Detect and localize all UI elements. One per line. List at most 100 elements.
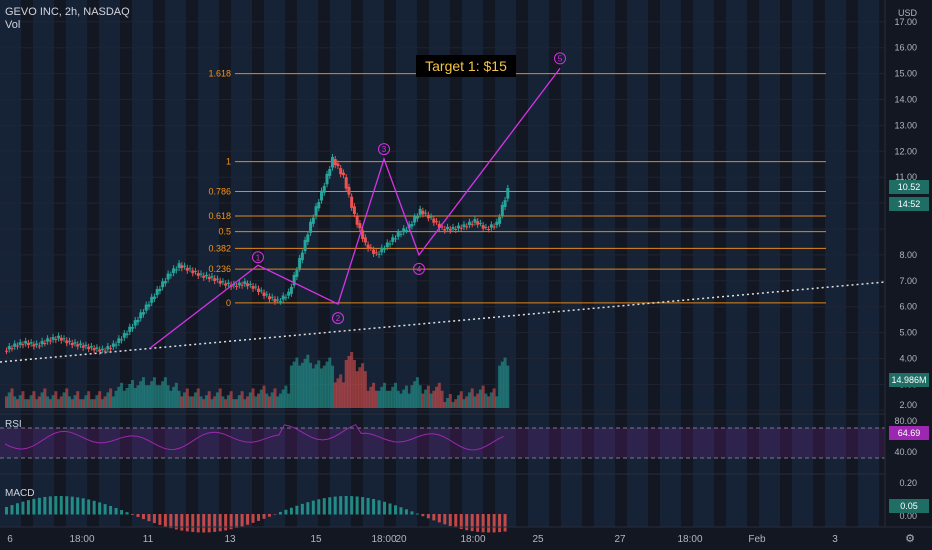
macd-histogram — [48, 496, 52, 515]
candle-body — [246, 283, 250, 287]
candle-body — [251, 285, 255, 289]
candle-body — [333, 159, 337, 166]
candle-body — [344, 177, 348, 189]
candle-body — [243, 281, 247, 285]
macd-histogram — [125, 512, 129, 515]
candle-body — [204, 274, 208, 277]
volume-bar — [454, 399, 458, 408]
volume-bar — [29, 395, 33, 408]
volume-bar — [122, 390, 126, 408]
volume-bar — [7, 392, 11, 408]
candle-body — [37, 345, 41, 347]
candle-body — [413, 216, 417, 223]
volume-bar — [210, 399, 214, 408]
macd-histogram — [26, 500, 30, 515]
candle-body — [454, 229, 458, 230]
candle-body — [51, 337, 55, 340]
candle-body — [470, 223, 474, 225]
volume-bar — [207, 391, 211, 408]
candle-body — [215, 278, 219, 280]
candle-body — [40, 340, 44, 345]
fib-label: 1 — [226, 157, 231, 167]
last-price-badge: 10.52 — [898, 182, 921, 192]
candle-body — [43, 342, 47, 344]
macd-histogram — [43, 496, 47, 515]
volume-bar — [484, 393, 488, 408]
candle-body — [35, 343, 39, 345]
macd-histogram — [251, 514, 255, 523]
candle-body — [500, 204, 504, 216]
rsi-band — [0, 428, 885, 458]
candle-body — [443, 229, 447, 231]
volume-bar — [347, 356, 351, 408]
volume-bar — [352, 360, 356, 408]
candle-body — [155, 289, 159, 296]
candle-body — [59, 337, 63, 341]
volume-bar — [498, 365, 502, 408]
candle-body — [117, 338, 121, 343]
volume-bar — [311, 368, 315, 408]
wave-label: 1 — [256, 253, 261, 262]
volume-bar — [289, 365, 293, 408]
volume-bar — [377, 390, 381, 408]
target-label: Target 1: $15 — [425, 58, 507, 74]
volume-bar — [380, 386, 384, 408]
candle-body — [161, 281, 165, 288]
wave-label: 3 — [382, 145, 387, 154]
volume-bar — [139, 381, 143, 408]
volume-bar — [18, 395, 22, 408]
candle-body — [366, 244, 370, 249]
volume-bar — [257, 393, 261, 408]
volume-bar — [87, 391, 91, 408]
candle-body — [421, 210, 425, 215]
candle-body — [481, 225, 485, 229]
price-tick: 5.00 — [899, 328, 917, 338]
volume-bar — [262, 385, 266, 408]
candle-body — [54, 339, 58, 341]
candle-body — [163, 281, 167, 284]
candle-body — [278, 301, 282, 303]
candle-body — [46, 338, 50, 342]
volume-bar — [410, 385, 414, 408]
macd-histogram — [37, 497, 41, 515]
candle-body — [495, 221, 499, 226]
session-column — [825, 0, 846, 527]
candle-body — [267, 296, 271, 300]
rsi-line — [4, 424, 504, 451]
volume-bar — [40, 392, 44, 408]
volume-bar — [237, 395, 241, 408]
volume-bars — [5, 352, 510, 408]
volume-bar — [158, 385, 162, 408]
candle-body — [459, 227, 463, 229]
macd-histogram — [322, 498, 326, 515]
macd-histogram — [224, 514, 228, 531]
macd-histogram — [202, 514, 206, 533]
macd-histogram — [437, 514, 441, 523]
session-column — [198, 0, 219, 527]
candle-body — [180, 265, 184, 269]
fib-label: 0.5 — [218, 227, 231, 237]
volume-bar — [57, 399, 61, 408]
candle-body — [426, 214, 430, 219]
candle-body — [174, 269, 178, 271]
candle-body — [177, 263, 181, 268]
macd-histogram — [54, 496, 58, 515]
candle-body — [352, 206, 356, 214]
volume-bar — [191, 396, 195, 408]
session-column — [594, 0, 615, 527]
price-tick: 11.00 — [895, 172, 917, 182]
macd-tick: 0.00 — [899, 511, 917, 521]
candle-body — [404, 229, 408, 231]
session-column — [528, 0, 549, 527]
candle-body — [21, 344, 25, 346]
candle-body — [141, 312, 145, 315]
macd-histogram — [141, 514, 145, 520]
macd-histogram — [300, 503, 304, 515]
macd-histogram — [278, 511, 282, 515]
volume-bar — [470, 388, 474, 408]
candle-body — [330, 156, 334, 168]
legend: GEVO INC, 2h, NASDAQ Vol — [5, 6, 130, 32]
macd-histogram — [459, 514, 463, 529]
volume-bar — [89, 399, 93, 408]
